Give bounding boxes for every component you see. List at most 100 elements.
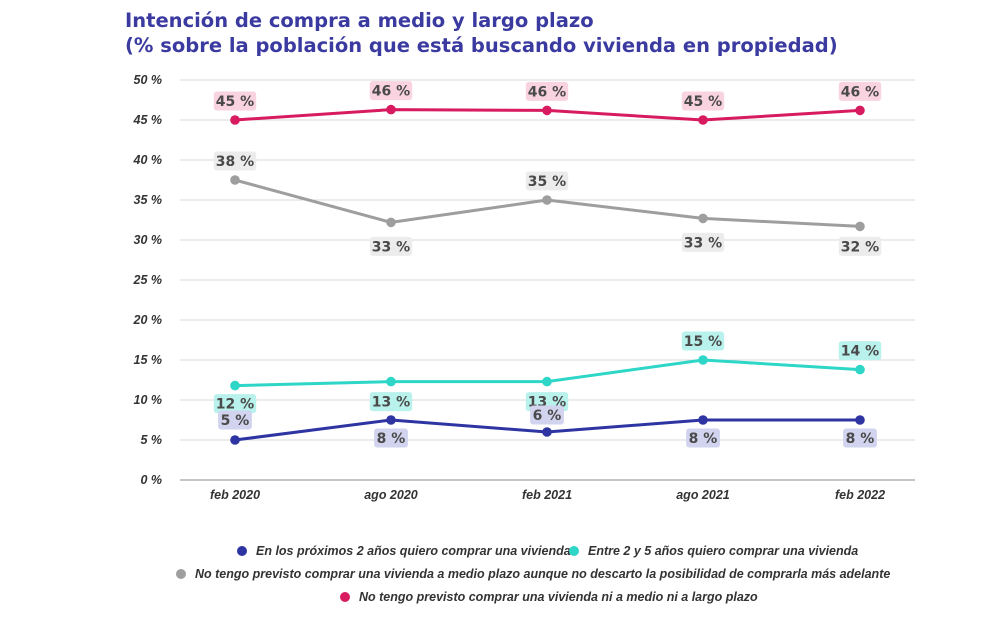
data-label: 32 % — [841, 239, 879, 255]
data-point — [230, 175, 240, 185]
y-tick-label: 10 % — [134, 393, 163, 407]
data-point — [698, 115, 708, 125]
y-tick-label: 35 % — [134, 193, 163, 207]
data-label: 33 % — [684, 235, 722, 251]
data-point — [542, 376, 552, 387]
data-label: 8 % — [689, 431, 718, 447]
data-label-group: 8 % — [843, 428, 877, 448]
legend-label: En los próximos 2 años quiero comprar un… — [256, 544, 571, 558]
data-label: 12 % — [216, 397, 254, 413]
data-label: 33 % — [372, 239, 410, 255]
data-point — [542, 105, 552, 116]
data-label-background — [681, 331, 725, 351]
data-label-group: 46 % — [838, 81, 882, 101]
data-label-background — [530, 405, 564, 425]
data-label: 46 % — [372, 84, 410, 100]
data-label-group: 45 % — [681, 91, 725, 111]
data-label-group: 46 % — [525, 81, 569, 101]
chart-title: Intención de compra a medio y largo plaz… — [125, 9, 594, 32]
data-label-background — [838, 341, 882, 361]
data-label-background — [213, 91, 257, 111]
y-tick-label: 25 % — [133, 273, 163, 287]
data-point — [855, 105, 865, 116]
chart-title-block: Intención de compra a medio y largo plaz… — [125, 8, 838, 58]
legend-item: En los próximos 2 años quiero comprar un… — [237, 544, 571, 558]
y-tick-label: 5 % — [140, 433, 162, 447]
data-label: 8 % — [377, 431, 406, 447]
legend-label: No tengo previsto comprar una vivienda a… — [195, 567, 891, 581]
data-point — [386, 217, 396, 228]
data-point — [855, 364, 865, 375]
data-point — [230, 435, 240, 445]
data-label-background — [525, 171, 569, 191]
y-tick-label: 30 % — [134, 233, 163, 247]
data-label-background — [525, 81, 569, 101]
data-label-background — [838, 81, 882, 101]
series-lines — [230, 104, 865, 445]
data-point — [386, 376, 396, 387]
data-point — [855, 221, 865, 232]
data-point — [698, 355, 708, 365]
data-label-group: 33 % — [681, 232, 725, 252]
y-tick-label: 45 % — [133, 113, 163, 127]
data-label: 46 % — [841, 84, 879, 100]
x-tick-label: ago 2021 — [676, 488, 730, 502]
data-label-group: 6 % — [530, 405, 564, 425]
x-tick-label: feb 2020 — [210, 488, 260, 502]
legend-label: No tengo previsto comprar una vivienda n… — [359, 590, 758, 604]
data-label-background — [843, 428, 877, 448]
data-label-group: 38 % — [213, 151, 257, 171]
data-label-background — [374, 428, 408, 448]
data-label-background — [681, 232, 725, 252]
data-label-background — [213, 151, 257, 171]
data-label: 35 % — [528, 174, 566, 190]
data-label-background — [369, 236, 413, 256]
data-label: 14 % — [841, 344, 879, 360]
data-point — [542, 195, 552, 205]
data-label-group: 13 % — [369, 392, 413, 412]
x-tick-label: feb 2021 — [522, 488, 572, 502]
data-label: 6 % — [533, 408, 562, 424]
data-label: 8 % — [846, 431, 875, 447]
data-label: 46 % — [528, 84, 566, 100]
legend-marker — [340, 592, 350, 602]
data-point — [698, 415, 708, 425]
data-point — [386, 415, 396, 425]
data-label-group: 8 % — [686, 428, 720, 448]
legend-marker — [569, 546, 579, 556]
data-label: 45 % — [216, 94, 254, 110]
data-point — [230, 115, 240, 125]
line-chart: 0 % 5 % 10 % 15 % 20 % 25 % 30 % 35 % 40 % 45 % 50… — [133, 73, 915, 502]
y-tick-label: 15 % — [134, 353, 163, 367]
data-label: 5 % — [221, 413, 250, 429]
data-label-group: 33 % — [369, 236, 413, 256]
data-point — [230, 380, 240, 391]
data-label: 45 % — [684, 94, 722, 110]
legend-marker — [237, 546, 247, 556]
data-label-group: 32 % — [838, 236, 882, 256]
data-label-background — [681, 91, 725, 111]
data-label-group: 15 % — [681, 331, 725, 351]
y-tick-label: 0 % — [140, 473, 162, 487]
data-label-background — [369, 392, 413, 412]
grid-lines — [180, 79, 915, 481]
legend-item: Entre 2 y 5 años quiero comprar una vivi… — [569, 544, 858, 558]
legend-marker — [176, 569, 186, 579]
data-point — [386, 104, 396, 115]
data-label-background — [213, 394, 257, 414]
data-label-background — [838, 236, 882, 256]
y-tick-label: 40 % — [133, 153, 163, 167]
y-axis-ticks: 0 % 5 % 10 % 15 % 20 % 25 % 30 % 35 % 40 % 45 % 50… — [133, 73, 163, 487]
data-label-group: 14 % — [838, 341, 882, 361]
data-label-group: 8 % — [374, 428, 408, 448]
data-label: 15 % — [684, 334, 722, 350]
data-point — [698, 213, 708, 224]
data-label-group: 12 % — [213, 394, 257, 414]
data-label-group: 45 % — [213, 91, 257, 111]
y-tick-label: 20 % — [133, 313, 163, 327]
data-point — [855, 415, 865, 425]
data-point — [542, 427, 552, 437]
legend-item: No tengo previsto comprar una vivienda a… — [176, 567, 890, 581]
data-label-group: 35 % — [525, 171, 569, 191]
data-label-background — [218, 410, 252, 430]
